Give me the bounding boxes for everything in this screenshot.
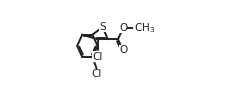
Text: O: O <box>119 45 127 55</box>
Text: S: S <box>99 22 106 32</box>
Text: CH$_3$: CH$_3$ <box>134 21 155 35</box>
Text: Cl: Cl <box>92 52 103 62</box>
Text: Cl: Cl <box>91 69 102 79</box>
Text: O: O <box>119 23 127 33</box>
